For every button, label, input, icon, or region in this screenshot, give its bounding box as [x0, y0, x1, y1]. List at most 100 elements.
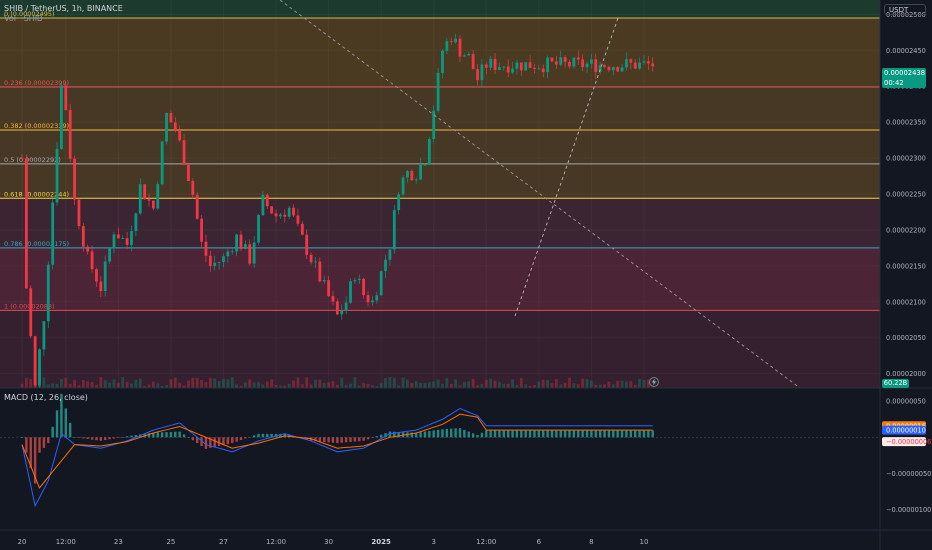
macd-axis-label: 0.00000050: [886, 398, 926, 406]
candle-body: [331, 296, 335, 302]
candle-body: [143, 184, 147, 200]
time-axis-label: 8: [589, 538, 593, 546]
macd-histogram-bar: [235, 437, 238, 442]
macd-histogram-bar: [95, 437, 98, 441]
macd-histogram-bar: [432, 430, 435, 438]
candle-body: [384, 259, 387, 272]
volume-bar: [528, 385, 532, 388]
macd-histogram-bar: [612, 430, 615, 438]
candle-body: [598, 65, 602, 72]
candle-body: [362, 278, 366, 296]
macd-label[interactable]: MACD (12, 26, close): [4, 393, 88, 402]
fib-zone-above: [0, 0, 880, 18]
volume-bar: [152, 381, 155, 388]
candle-body: [327, 280, 330, 297]
volume-bar: [252, 382, 256, 388]
macd-histogram-bar: [537, 430, 541, 438]
volume-bar: [629, 381, 633, 388]
volume-bar: [182, 385, 186, 388]
candle-body: [305, 234, 309, 255]
volume-bar: [379, 383, 383, 388]
candle-body: [235, 234, 239, 252]
macd-histogram-bar: [572, 430, 576, 438]
trend-line-down: [279, 0, 801, 389]
macd-histogram-bar: [353, 437, 357, 442]
candle-body: [519, 62, 523, 71]
volume-bar: [625, 381, 628, 388]
macd-histogram-bar: [60, 394, 63, 438]
volume-bar: [366, 384, 370, 388]
volume-bar: [64, 377, 68, 388]
volume-bar: [480, 383, 484, 388]
candle-body: [467, 53, 471, 56]
volume-bar: [279, 385, 282, 388]
macd-histogram-bar: [598, 430, 602, 438]
macd-histogram-bar: [182, 434, 186, 438]
candle-body: [270, 206, 274, 214]
candle-body: [314, 261, 317, 263]
candle-body: [371, 300, 374, 303]
candle-body: [397, 194, 401, 211]
macd-histogram-bar: [165, 432, 168, 438]
macd-histogram-bar: [476, 435, 479, 438]
volume-bar: [213, 378, 217, 388]
candle-body: [603, 65, 606, 67]
macd-histogram-bar: [506, 430, 510, 438]
candle-body: [165, 113, 168, 142]
volume-bar: [318, 379, 322, 388]
volume-bar: [594, 384, 598, 388]
volume-bar: [410, 383, 414, 388]
time-axis-label: 12:00: [56, 538, 76, 546]
candlestick-series: [20, 33, 655, 390]
macd-histogram-bar: [112, 437, 116, 439]
volume-bar: [462, 381, 466, 388]
volume-label[interactable]: Vol · SHIB: [4, 14, 43, 23]
macd-histogram-bar: [327, 437, 330, 443]
candle-body: [138, 184, 142, 214]
macd-histogram-bar: [493, 430, 497, 438]
macd-histogram-bar: [393, 431, 396, 438]
volume-bar: [471, 378, 475, 388]
volume-bar: [388, 377, 392, 388]
macd-histogram-bar: [191, 437, 195, 441]
macd-background: [0, 388, 932, 530]
macd-histogram-bar: [463, 429, 466, 438]
candle-body: [178, 130, 182, 141]
candle-body: [121, 238, 125, 239]
macd-histogram-bar: [397, 431, 400, 438]
volume-bar: [29, 378, 33, 388]
macd-histogram-bar: [231, 437, 234, 444]
lightning-alert-icon[interactable]: [649, 377, 659, 387]
volume-bar: [270, 379, 274, 388]
volume-bar: [230, 377, 234, 388]
volume-bar: [42, 377, 46, 388]
candle-body: [95, 269, 98, 282]
candle-body: [182, 140, 186, 165]
candle-body: [265, 194, 269, 207]
candle-body: [493, 58, 497, 70]
volume-bar: [572, 383, 576, 388]
trend-lines: [279, 0, 801, 389]
volume-bar: [506, 383, 510, 388]
candle-body: [379, 271, 383, 296]
candle-body: [222, 256, 225, 263]
candle-body: [388, 249, 392, 260]
price-axis-label: 0.00002250: [886, 191, 926, 199]
fib-level-label: 0.382 (0.00002339): [4, 122, 69, 130]
symbol-title[interactable]: SHIB / TetherUS, 1h, BINANCE: [4, 4, 123, 13]
currency-button[interactable]: USDT: [884, 4, 926, 15]
fib-level-label: 0 (0.00002495): [4, 10, 55, 18]
macd-histogram-bar: [239, 437, 243, 441]
macd-histogram-bar: [616, 430, 619, 438]
candle-body: [454, 38, 458, 43]
candle-body: [204, 241, 208, 256]
macd-histogram-bar: [629, 430, 633, 438]
candle-body: [147, 199, 151, 201]
volume-bars: [20, 377, 655, 388]
macd-axis-label: −0.00000100: [886, 506, 931, 514]
volume-bar: [208, 377, 212, 388]
volume-bar: [335, 384, 339, 388]
volume-bar: [46, 384, 50, 388]
